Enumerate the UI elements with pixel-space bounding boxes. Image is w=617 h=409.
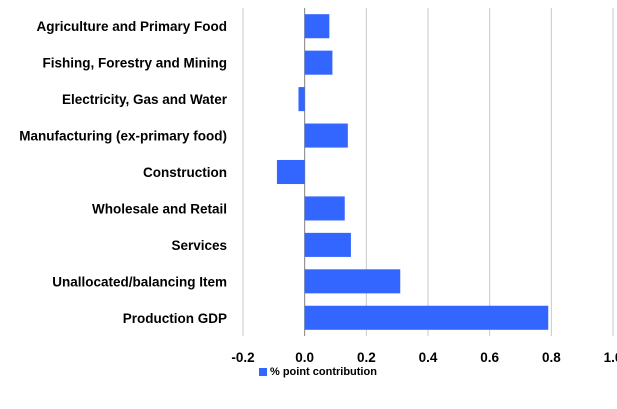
x-tick-label: 0.8 xyxy=(542,350,561,365)
x-tick-label: 0.2 xyxy=(357,350,376,365)
category-label: Unallocated/balancing Item xyxy=(52,274,227,289)
x-tick-label: 0.6 xyxy=(480,350,499,365)
bar xyxy=(304,305,549,330)
bar xyxy=(276,159,305,185)
category-label: Electricity, Gas and Water xyxy=(62,92,228,107)
legend-label: % point contribution xyxy=(270,366,377,378)
bar xyxy=(304,123,348,148)
x-tick-label: 1.0 xyxy=(604,350,617,365)
category-label: Production GDP xyxy=(123,311,227,326)
category-label: Agriculture and Primary Food xyxy=(36,19,227,34)
category-label: Wholesale and Retail xyxy=(92,201,227,216)
bar xyxy=(304,14,330,39)
category-label: Manufacturing (ex-primary food) xyxy=(19,129,227,144)
legend: % point contribution xyxy=(259,366,377,378)
bar xyxy=(304,196,345,221)
x-tick-label: 0.4 xyxy=(419,350,438,365)
bar xyxy=(304,232,351,257)
x-tick-label: 0.0 xyxy=(295,350,314,365)
x-tick-label: -0.2 xyxy=(231,350,254,365)
category-label: Services xyxy=(171,238,227,253)
bar xyxy=(304,269,401,294)
bar xyxy=(298,87,305,112)
bar xyxy=(304,50,333,75)
category-label: Fishing, Forestry and Mining xyxy=(42,56,227,71)
category-label: Construction xyxy=(143,165,227,180)
legend-swatch xyxy=(259,368,267,376)
